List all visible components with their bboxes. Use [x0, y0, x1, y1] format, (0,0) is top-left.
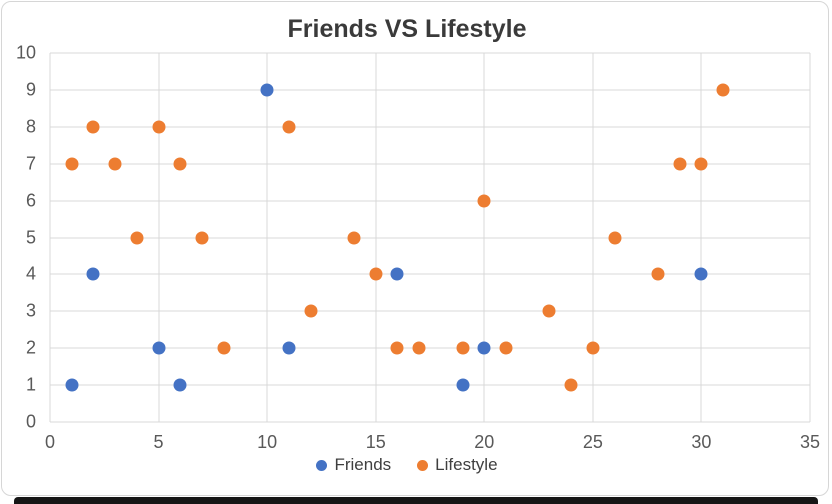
gridline-horizontal: [50, 273, 810, 275]
data-point-friends[interactable]: [390, 267, 404, 281]
data-point-lifestyle[interactable]: [477, 194, 491, 208]
gridline-vertical: [49, 53, 51, 422]
y-axis-tick-label: 4: [25, 263, 36, 284]
x-axis-tick-label: 0: [44, 432, 56, 452]
legend-swatch-icon: [316, 459, 328, 471]
data-point-lifestyle[interactable]: [369, 267, 383, 281]
data-point-friends[interactable]: [152, 341, 166, 355]
data-point-lifestyle[interactable]: [499, 341, 513, 355]
gridline-vertical: [266, 53, 268, 422]
gridline-horizontal: [50, 421, 810, 423]
x-axis: 0 5 10 15 20 25 30 35: [45, 432, 820, 452]
gridline-horizontal: [50, 200, 810, 202]
data-point-lifestyle[interactable]: [542, 304, 556, 318]
data-point-friends[interactable]: [694, 267, 708, 281]
y-axis-tick-label: 9: [25, 79, 36, 100]
data-point-lifestyle[interactable]: [86, 120, 100, 134]
gridline-horizontal: [50, 89, 810, 91]
data-point-lifestyle[interactable]: [716, 83, 730, 97]
data-point-lifestyle[interactable]: [564, 378, 578, 392]
legend-swatch-icon: [417, 459, 429, 471]
data-point-lifestyle[interactable]: [651, 267, 665, 281]
legend-label: Lifestyle: [435, 455, 498, 474]
y-axis-tick-label: 5: [25, 227, 36, 247]
gridline-vertical: [809, 53, 811, 422]
data-point-lifestyle[interactable]: [347, 231, 361, 244]
data-point-lifestyle[interactable]: [217, 341, 231, 355]
data-point-lifestyle[interactable]: [673, 157, 687, 171]
gridline-horizontal: [50, 163, 810, 165]
x-axis-tick-label: 10: [257, 432, 278, 452]
data-point-lifestyle[interactable]: [412, 341, 426, 355]
legend-item-friends[interactable]: Friends: [316, 455, 391, 475]
gridline-horizontal: [50, 52, 810, 54]
x-axis-tick-label: 5: [153, 432, 164, 452]
y-axis-tick-label: 6: [25, 190, 36, 211]
x-axis-tick-label: 25: [582, 432, 603, 452]
data-point-friends[interactable]: [86, 267, 100, 281]
gridline-vertical: [375, 53, 377, 422]
data-point-friends[interactable]: [65, 378, 79, 392]
gridline-vertical: [158, 53, 160, 422]
data-point-friends[interactable]: [456, 378, 470, 392]
y-axis-tick-label: 2: [25, 337, 36, 358]
data-point-friends[interactable]: [477, 341, 491, 355]
data-point-lifestyle[interactable]: [195, 231, 209, 244]
data-point-lifestyle[interactable]: [586, 341, 600, 355]
chart-card[interactable]: Friends VS Lifestyle 0 1 2 3 4 5 6 7 8 9 10 0 5 10 15…: [1, 1, 829, 496]
legend-label: Friends: [334, 455, 392, 474]
y-axis-tick-label: 8: [25, 116, 36, 137]
y-axis-tick-label: 3: [25, 300, 36, 321]
data-point-lifestyle[interactable]: [304, 304, 318, 318]
legend-item-lifestyle[interactable]: Lifestyle: [417, 455, 498, 475]
gridline-horizontal: [50, 347, 810, 349]
plot-area: [49, 52, 811, 423]
y-axis-tick-label: 10: [15, 42, 36, 63]
data-point-lifestyle[interactable]: [152, 120, 166, 134]
gridline-horizontal: [50, 384, 810, 386]
gridline-horizontal: [50, 237, 810, 238]
data-point-lifestyle[interactable]: [65, 157, 79, 171]
data-point-lifestyle[interactable]: [390, 341, 404, 355]
x-axis-tick-label: 35: [799, 432, 821, 452]
x-axis-tick-label: 30: [691, 432, 712, 452]
gridline-vertical: [592, 53, 594, 422]
y-axis-tick-label: 0: [25, 411, 36, 432]
y-axis: 0 1 2 3 4 5 6 7 8 9 10: [2, 43, 42, 432]
data-point-friends[interactable]: [260, 83, 274, 97]
x-axis-tick-label: 20: [474, 432, 495, 452]
x-axis-tick-label: 15: [365, 432, 386, 452]
y-axis-tick-label: 1: [25, 374, 36, 395]
data-point-lifestyle[interactable]: [456, 341, 470, 355]
gridline-horizontal: [50, 126, 810, 128]
data-point-lifestyle[interactable]: [282, 120, 296, 134]
y-axis-tick-label: 7: [25, 153, 36, 174]
window-edge-bar: [14, 497, 818, 504]
data-point-friends[interactable]: [173, 378, 187, 392]
data-point-lifestyle[interactable]: [608, 231, 622, 244]
data-point-lifestyle[interactable]: [130, 231, 144, 244]
chart-title: Friends VS Lifestyle: [287, 15, 527, 43]
data-point-friends[interactable]: [282, 341, 296, 355]
data-point-lifestyle[interactable]: [108, 157, 122, 171]
legend: Friends Lifestyle: [2, 455, 812, 475]
data-point-lifestyle[interactable]: [173, 157, 187, 171]
gridline-vertical: [483, 53, 485, 422]
data-point-lifestyle[interactable]: [694, 157, 708, 171]
gridline-horizontal: [50, 310, 810, 312]
gridline-vertical: [700, 53, 702, 422]
